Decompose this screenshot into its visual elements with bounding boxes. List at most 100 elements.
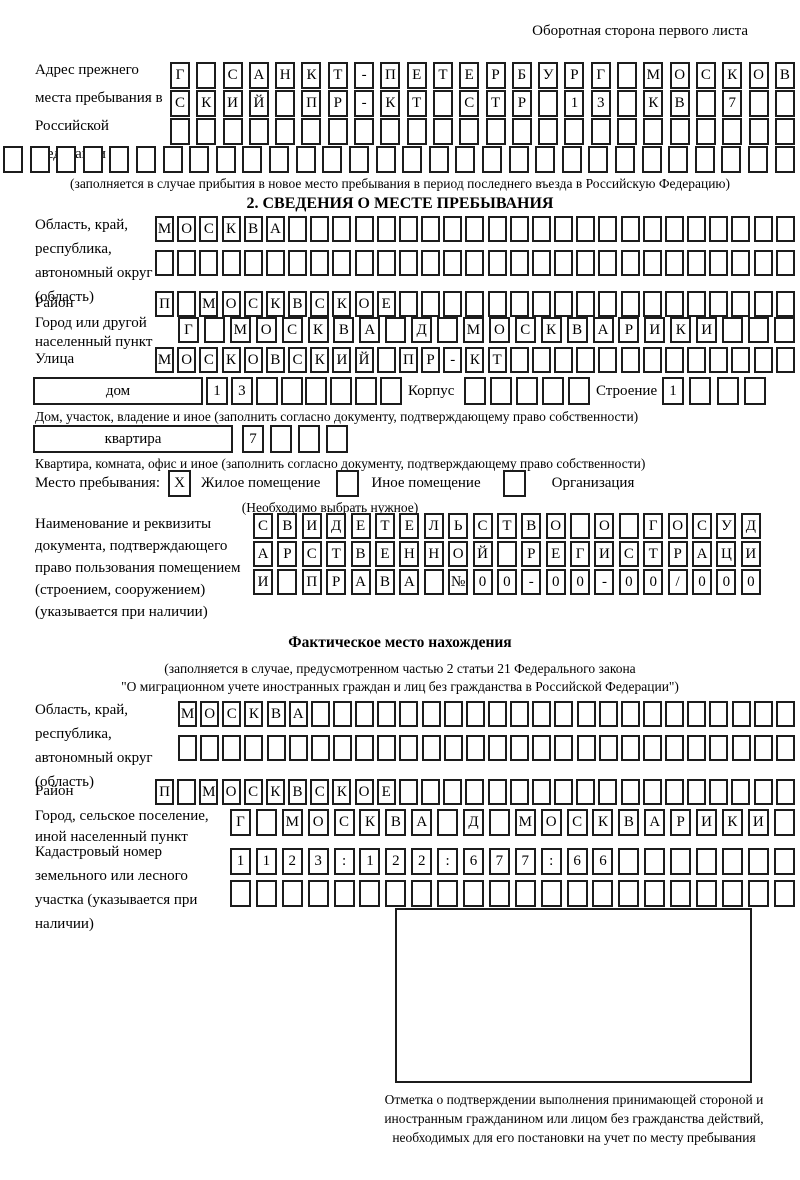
char-box[interactable]: 3 <box>590 90 611 117</box>
char-box[interactable]: Е <box>376 291 396 317</box>
char-box[interactable] <box>398 250 418 276</box>
char-box[interactable] <box>516 377 538 405</box>
char-box[interactable]: Т <box>326 541 347 567</box>
char-box[interactable]: К <box>221 216 241 242</box>
char-box[interactable]: С <box>310 291 330 317</box>
char-box[interactable]: К <box>301 62 322 89</box>
char-box[interactable] <box>743 377 766 405</box>
char-box[interactable] <box>354 118 375 145</box>
char-box[interactable] <box>554 291 574 317</box>
char-box[interactable]: Т <box>374 513 395 539</box>
char-box[interactable]: В <box>774 62 795 89</box>
char-box[interactable] <box>576 735 596 761</box>
char-box[interactable]: О <box>354 779 374 805</box>
char-box[interactable]: 0 <box>692 569 713 595</box>
char-box[interactable]: О <box>488 317 510 343</box>
char-box[interactable]: Г <box>570 541 591 567</box>
char-box[interactable]: К <box>359 809 381 836</box>
char-box[interactable] <box>642 735 662 761</box>
char-box[interactable] <box>747 880 769 907</box>
char-box[interactable]: 7 <box>488 848 510 875</box>
char-box[interactable] <box>709 291 729 317</box>
char-box[interactable]: Г <box>178 317 199 343</box>
char-box[interactable] <box>535 146 556 173</box>
char-box[interactable]: Е <box>376 779 396 805</box>
char-box[interactable]: О <box>354 291 374 317</box>
char-box[interactable]: Р <box>521 541 542 567</box>
char-box[interactable] <box>310 735 330 761</box>
char-box[interactable]: К <box>265 779 285 805</box>
char-box[interactable] <box>775 735 795 761</box>
char-box[interactable]: Р <box>667 541 688 567</box>
char-box[interactable]: 1 <box>359 848 381 875</box>
char-box[interactable] <box>421 779 441 805</box>
char-box[interactable]: М <box>155 347 174 373</box>
apartment-number-row[interactable]: 7 <box>242 425 348 453</box>
char-box[interactable]: К <box>540 317 562 343</box>
char-box[interactable]: : <box>333 848 355 875</box>
char-box[interactable] <box>687 250 707 276</box>
char-box[interactable]: 2 <box>385 848 407 875</box>
char-box[interactable] <box>753 347 773 373</box>
char-box[interactable] <box>687 735 707 761</box>
char-box[interactable] <box>514 880 536 907</box>
char-box[interactable] <box>248 118 269 145</box>
char-box[interactable]: Н <box>423 541 444 567</box>
char-box[interactable] <box>411 880 433 907</box>
char-box[interactable] <box>354 250 374 276</box>
char-box[interactable]: С <box>310 779 330 805</box>
char-box[interactable] <box>270 425 292 453</box>
char-box[interactable]: В <box>566 317 588 343</box>
char-box[interactable]: Г <box>230 809 251 836</box>
char-box[interactable]: 0 <box>643 569 664 595</box>
char-box[interactable] <box>487 250 507 276</box>
char-box[interactable] <box>398 779 418 805</box>
char-box[interactable]: С <box>566 809 588 836</box>
char-box[interactable] <box>709 347 729 373</box>
char-box[interactable]: А <box>288 701 308 727</box>
char-box[interactable] <box>443 250 463 276</box>
char-box[interactable]: В <box>265 347 285 373</box>
char-box[interactable] <box>487 779 507 805</box>
char-box[interactable] <box>487 701 507 727</box>
char-box[interactable] <box>385 880 407 907</box>
char-box[interactable] <box>774 90 795 117</box>
char-box[interactable] <box>443 216 463 242</box>
char-box[interactable] <box>576 701 596 727</box>
char-box[interactable] <box>385 317 407 343</box>
char-box[interactable]: / <box>667 569 688 595</box>
char-box[interactable] <box>615 146 636 173</box>
char-box[interactable]: К <box>244 701 264 727</box>
char-box[interactable] <box>355 701 375 727</box>
char-box[interactable]: В <box>333 317 355 343</box>
char-box[interactable] <box>642 291 662 317</box>
char-box[interactable] <box>568 377 590 405</box>
char-box[interactable] <box>428 146 449 173</box>
char-box[interactable]: А <box>265 216 285 242</box>
char-box[interactable]: С <box>692 513 713 539</box>
char-box[interactable]: Т <box>406 90 427 117</box>
char-box[interactable] <box>330 377 353 405</box>
char-box[interactable]: 3 <box>307 848 329 875</box>
char-box[interactable]: Е <box>374 541 395 567</box>
char-box[interactable]: К <box>196 90 217 117</box>
char-box[interactable]: Н <box>275 62 296 89</box>
char-box[interactable]: П <box>155 779 174 805</box>
prev-address-row-3[interactable] <box>170 118 795 145</box>
char-box[interactable]: А <box>644 809 666 836</box>
char-box[interactable] <box>687 779 707 805</box>
char-box[interactable]: В <box>288 291 308 317</box>
char-box[interactable]: - <box>354 62 375 89</box>
char-box[interactable]: У <box>716 513 737 539</box>
char-box[interactable] <box>561 146 582 173</box>
char-box[interactable] <box>298 425 320 453</box>
char-box[interactable] <box>664 779 684 805</box>
char-box[interactable] <box>753 701 773 727</box>
char-box[interactable]: С <box>222 62 243 89</box>
char-box[interactable]: 7 <box>242 425 264 453</box>
char-box[interactable] <box>136 146 157 173</box>
char-box[interactable] <box>664 250 684 276</box>
char-box[interactable]: М <box>199 779 219 805</box>
char-box[interactable]: Й <box>472 541 493 567</box>
char-box[interactable] <box>775 347 795 373</box>
